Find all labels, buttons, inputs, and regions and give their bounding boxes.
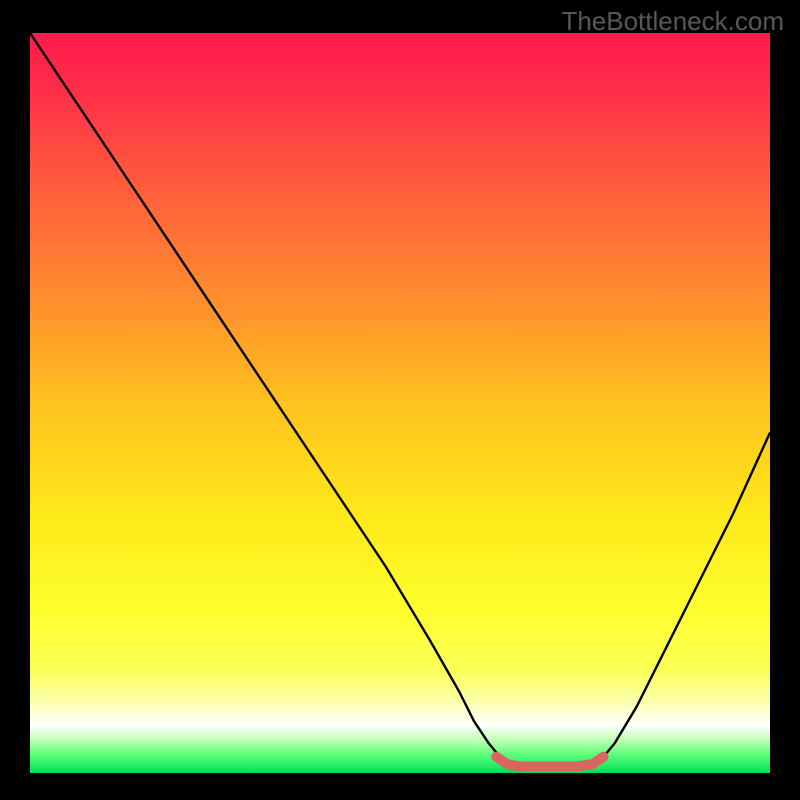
plot-svg: [30, 33, 770, 773]
plot-area: [30, 33, 770, 773]
